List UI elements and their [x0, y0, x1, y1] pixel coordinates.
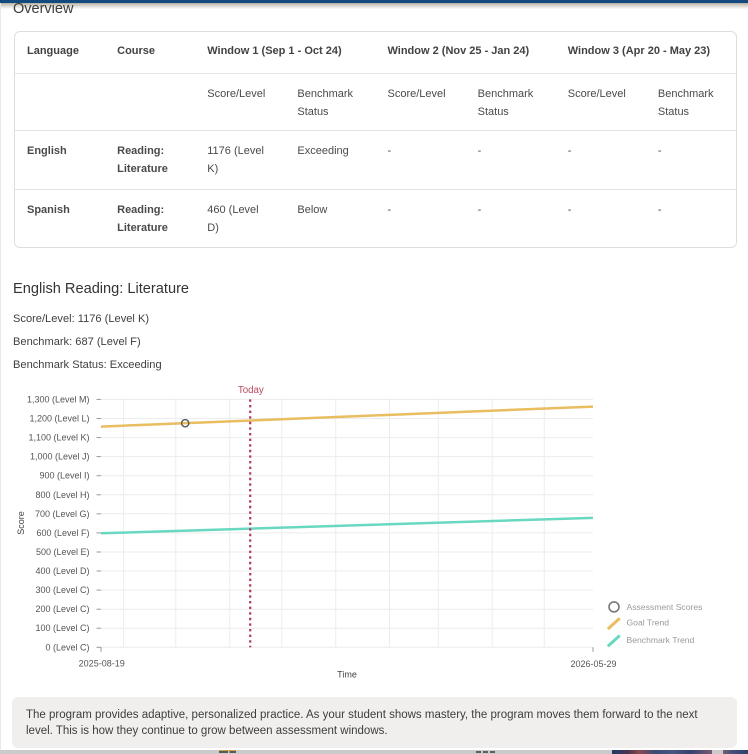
- svg-text:Score: Score: [16, 511, 26, 535]
- svg-text:Assessment Scores: Assessment Scores: [627, 602, 703, 612]
- svg-text:300 (Level C): 300 (Level C): [35, 585, 89, 595]
- svg-text:1,100 (Level K): 1,100 (Level K): [28, 433, 89, 443]
- svg-text:1,000 (Level J): 1,000 (Level J): [30, 452, 90, 462]
- svg-text:800 (Level H): 800 (Level H): [35, 490, 89, 500]
- svg-text:Benchmark Trend: Benchmark Trend: [627, 635, 695, 645]
- svg-text:0 (Level C): 0 (Level C): [45, 642, 89, 652]
- svg-text:Goal Trend: Goal Trend: [627, 618, 670, 628]
- svg-text:2025-08-19: 2025-08-19: [79, 659, 125, 669]
- svg-text:Today: Today: [238, 385, 264, 396]
- svg-text:900 (Level I): 900 (Level I): [39, 471, 89, 481]
- svg-text:600 (Level F): 600 (Level F): [36, 528, 89, 538]
- svg-text:Time: Time: [337, 670, 357, 680]
- svg-text:700 (Level G): 700 (Level G): [35, 509, 90, 519]
- svg-text:500 (Level E): 500 (Level E): [36, 547, 90, 557]
- svg-text:400 (Level D): 400 (Level D): [35, 566, 89, 576]
- svg-text:100 (Level C): 100 (Level C): [35, 623, 89, 633]
- svg-text:1,200 (Level L): 1,200 (Level L): [29, 414, 89, 424]
- svg-text:2026-05-29: 2026-05-29: [570, 659, 616, 669]
- svg-text:1,300 (Level M): 1,300 (Level M): [27, 394, 90, 404]
- svg-text:200 (Level C): 200 (Level C): [35, 604, 89, 614]
